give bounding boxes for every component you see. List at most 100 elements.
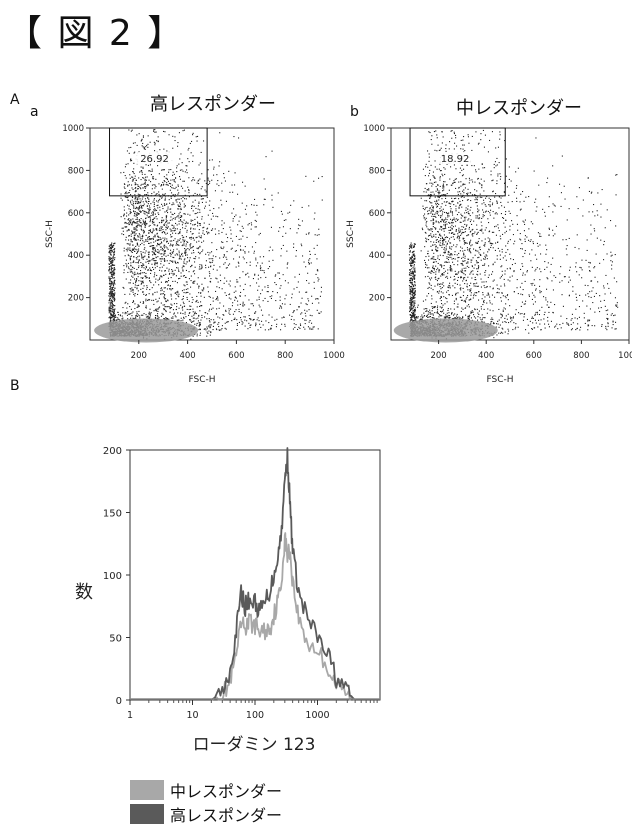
chart-a-a-point bbox=[197, 237, 198, 238]
chart-a-a-point bbox=[191, 180, 192, 181]
chart-a-a-point bbox=[228, 171, 229, 172]
chart-a-a-point bbox=[209, 258, 210, 259]
chart-a-b-point bbox=[431, 216, 432, 217]
chart-a-a-point bbox=[281, 324, 282, 325]
chart-a-a-point bbox=[306, 292, 307, 293]
chart-a-a-point bbox=[190, 243, 191, 244]
chart-a-a-point bbox=[163, 149, 164, 150]
chart-a-a-point bbox=[151, 300, 152, 301]
chart-a-a-point bbox=[180, 217, 181, 218]
chart-a-b-point bbox=[469, 244, 470, 245]
chart-a-a-point bbox=[163, 131, 164, 132]
chart-a-a-point bbox=[140, 205, 141, 206]
chart-a-b-point bbox=[429, 272, 430, 273]
chart-a-a-point bbox=[190, 143, 191, 144]
chart-a-a-point bbox=[158, 183, 159, 184]
chart-a-a-point bbox=[144, 285, 145, 286]
chart-a-a-point bbox=[226, 281, 227, 282]
chart-a-b-point bbox=[497, 213, 498, 214]
chart-a-a-point bbox=[162, 182, 163, 183]
chart-a-b-point bbox=[473, 297, 474, 298]
chart-a-a-point bbox=[167, 300, 168, 301]
chart-a-a-point bbox=[170, 308, 171, 309]
chart-a-a-point bbox=[138, 201, 139, 202]
chart-a-b-point bbox=[477, 202, 478, 203]
chart-a-b-point bbox=[469, 242, 470, 243]
chart-a-a-point bbox=[264, 286, 265, 287]
chart-a-a-point bbox=[215, 322, 216, 323]
chart-a-a-point bbox=[162, 290, 163, 291]
chart-a-a-point bbox=[291, 319, 292, 320]
chart-a-b-point bbox=[466, 178, 467, 179]
chart-a-a-point bbox=[239, 295, 240, 296]
chart-a-a-point bbox=[199, 286, 200, 287]
chart-a-a-point bbox=[161, 170, 162, 171]
chart-a-a-point bbox=[193, 320, 194, 321]
chart-a-a-point bbox=[213, 255, 214, 256]
chart-a-b-point bbox=[457, 280, 458, 281]
chart-a-a-point bbox=[170, 260, 171, 261]
chart-a-a-point bbox=[136, 240, 137, 241]
chart-a-a-point bbox=[150, 171, 151, 172]
chart-a-a-point bbox=[184, 204, 185, 205]
chart-a-b-point bbox=[464, 150, 465, 151]
chart-a-b-point bbox=[437, 203, 438, 204]
chart-a-b-point bbox=[488, 241, 489, 242]
chart-a-a-point bbox=[143, 221, 144, 222]
chart-a-a-point bbox=[186, 263, 187, 264]
chart-a-b-point bbox=[460, 247, 461, 248]
chart-a-a-point bbox=[167, 247, 168, 248]
chart-a-a-point bbox=[136, 207, 137, 208]
chart-a-a-point bbox=[240, 230, 241, 231]
chart-a-a-point bbox=[297, 309, 298, 310]
chart-a-a-point bbox=[260, 293, 261, 294]
chart-a-a-point bbox=[159, 149, 160, 150]
chart-a-a-point bbox=[299, 274, 300, 275]
chart-a-b-point bbox=[456, 218, 457, 219]
chart-a-a-point bbox=[243, 302, 244, 303]
chart-a-b-point bbox=[435, 237, 436, 238]
chart-a-a-point bbox=[213, 169, 214, 170]
chart-a-a-point bbox=[172, 271, 173, 272]
chart-a-b-point bbox=[538, 185, 539, 186]
chart-a-a-point bbox=[219, 302, 220, 303]
chart-a-a-point bbox=[150, 219, 151, 220]
chart-a-a-point bbox=[175, 177, 176, 178]
chart-a-a-point bbox=[132, 177, 133, 178]
chart-a-a-point bbox=[170, 229, 171, 230]
chart-a-a-point bbox=[111, 270, 112, 271]
chart-a-a-point bbox=[172, 230, 173, 231]
chart-a-a-point bbox=[211, 180, 212, 181]
chart-a-b-point bbox=[497, 164, 498, 165]
chart-a-a-point bbox=[159, 228, 160, 229]
chart-a-a-point bbox=[298, 306, 299, 307]
chart-a-a-point bbox=[154, 210, 155, 211]
chart-a-a-point bbox=[164, 205, 165, 206]
chart-a-b-point bbox=[453, 279, 454, 280]
chart-a-b-point bbox=[456, 230, 457, 231]
chart-a-a-point bbox=[240, 217, 241, 218]
chart-a-a-point bbox=[287, 262, 288, 263]
chart-a-b-point bbox=[440, 236, 441, 237]
chart-a-a-point bbox=[200, 223, 201, 224]
chart-a-b-point bbox=[456, 274, 457, 275]
chart-a-a-point bbox=[161, 185, 162, 186]
chart-a-b-point bbox=[471, 165, 472, 166]
chart-a-b-point bbox=[525, 197, 526, 198]
chart-a-a-point bbox=[175, 140, 176, 141]
chart-a-a-point bbox=[191, 322, 192, 323]
chart-a-a-point bbox=[131, 276, 132, 277]
chart-a-a-point bbox=[245, 326, 246, 327]
chart-a-a-point bbox=[210, 332, 211, 333]
chart-a-a-point bbox=[167, 228, 168, 229]
chart-a-b-point bbox=[431, 192, 432, 193]
chart-a-a-point bbox=[184, 252, 185, 253]
chart-a-b-point bbox=[453, 180, 454, 181]
chart-a-b-point bbox=[475, 202, 476, 203]
chart-a-a-point bbox=[188, 192, 189, 193]
chart-a-a-point bbox=[184, 285, 185, 286]
chart-a-b-point bbox=[468, 143, 469, 144]
chart-a-b-point bbox=[441, 265, 442, 266]
chart-a-a-point bbox=[156, 230, 157, 231]
chart-a-a-point bbox=[289, 315, 290, 316]
